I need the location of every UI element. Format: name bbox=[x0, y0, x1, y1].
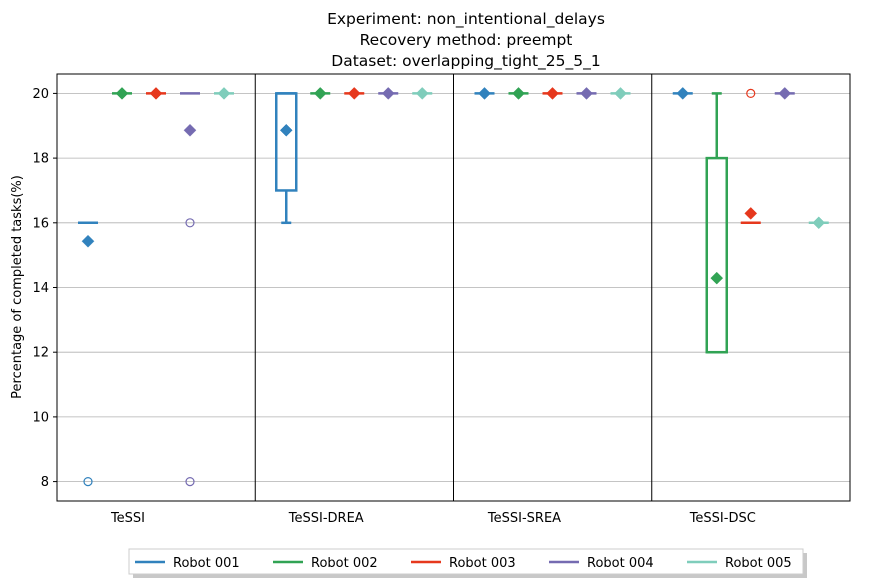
y-tick-label: 18 bbox=[32, 152, 49, 167]
y-tick-label: 20 bbox=[32, 87, 49, 102]
y-tick-label: 14 bbox=[32, 281, 49, 296]
chart-title: Experiment: non_intentional_delays Recov… bbox=[327, 10, 605, 71]
box-robot-005-tessi-dsc bbox=[808, 216, 829, 230]
y-tick-label: 12 bbox=[32, 346, 49, 361]
x-group-label: TeSSI bbox=[110, 511, 145, 526]
mean-marker bbox=[512, 87, 525, 100]
mean-marker bbox=[580, 87, 593, 100]
box-robot-001-tessi-dsc bbox=[672, 87, 693, 100]
mean-marker bbox=[81, 234, 95, 248]
box-robot-003-tessi-drea bbox=[344, 87, 365, 100]
mean-marker bbox=[778, 87, 792, 100]
y-axis-label: Percentage of completed tasks(%) bbox=[10, 175, 25, 399]
outlier-point bbox=[185, 476, 195, 487]
mean-marker bbox=[812, 216, 826, 230]
box-robot-001-tessi-srea bbox=[474, 87, 495, 100]
title-line-1: Experiment: non_intentional_delays bbox=[327, 10, 605, 29]
plot-marks bbox=[78, 87, 829, 487]
legend-label: Robot 004 bbox=[587, 556, 654, 571]
title-line-3: Dataset: overlapping_tight_25_5_1 bbox=[331, 52, 600, 71]
y-tick-label: 10 bbox=[32, 410, 49, 425]
y-tick-label: 16 bbox=[32, 216, 49, 231]
group-separators bbox=[254, 74, 653, 501]
mean-marker bbox=[415, 87, 429, 100]
mean-marker bbox=[381, 87, 395, 100]
outlier-point bbox=[746, 88, 756, 99]
outlier-point bbox=[185, 218, 195, 228]
box-robot-004-tessi-dsc bbox=[774, 87, 795, 100]
box-robot-004-tessi-drea bbox=[378, 87, 399, 100]
mean-marker bbox=[546, 87, 559, 100]
box-robot-002-tessi bbox=[112, 87, 132, 100]
mean-marker bbox=[115, 87, 129, 100]
box-robot-003-tessi-srea bbox=[542, 87, 563, 100]
box-robot-001-tessi-drea bbox=[275, 92, 298, 225]
box-robot-005-tessi-srea bbox=[610, 87, 631, 100]
legend-label: Robot 003 bbox=[449, 556, 516, 571]
title-line-2: Recovery method: preempt bbox=[360, 31, 573, 49]
y-axis-ticks: 8 10 12 14 16 18 20 bbox=[32, 87, 57, 490]
mean-marker bbox=[347, 87, 361, 100]
legend-label: Robot 005 bbox=[725, 556, 792, 571]
box-robot-004-tessi bbox=[180, 92, 200, 487]
x-group-label: TeSSI-SREA bbox=[487, 511, 561, 526]
mean-marker bbox=[183, 123, 197, 137]
mean-marker bbox=[744, 207, 758, 220]
x-group-labels: TeSSI TeSSI-DREA TeSSI-SREA TeSSI-DSC bbox=[110, 511, 756, 526]
box-robot-005-tessi bbox=[214, 87, 234, 100]
box-robot-005-tessi-drea bbox=[412, 87, 433, 100]
box-body bbox=[275, 92, 298, 192]
box-body bbox=[705, 156, 728, 354]
outlier-point bbox=[83, 476, 93, 487]
legend-label: Robot 002 bbox=[311, 556, 378, 571]
mean-marker bbox=[614, 87, 627, 100]
box-robot-002-tessi-dsc bbox=[705, 92, 728, 354]
x-group-label: TeSSI-DREA bbox=[288, 511, 364, 526]
box-robot-004-tessi-srea bbox=[576, 87, 597, 100]
mean-marker bbox=[478, 87, 491, 100]
legend-label: Robot 001 bbox=[173, 556, 240, 571]
mean-marker bbox=[217, 87, 231, 100]
mean-marker bbox=[710, 271, 724, 285]
box-robot-003-tessi-dsc bbox=[740, 88, 761, 225]
mean-marker bbox=[313, 87, 327, 100]
box-robot-002-tessi-srea bbox=[508, 87, 529, 100]
y-tick-label: 8 bbox=[41, 475, 49, 490]
mean-marker bbox=[676, 87, 690, 100]
box-robot-001-tessi bbox=[78, 221, 98, 487]
box-robot-002-tessi-drea bbox=[310, 87, 331, 100]
legend: Robot 001 Robot 002 Robot 003 Robot 004 Robo… bbox=[128, 548, 807, 578]
box-robot-003-tessi bbox=[146, 87, 166, 100]
x-group-label: TeSSI-DSC bbox=[689, 511, 756, 526]
mean-marker bbox=[149, 87, 163, 100]
mean-marker bbox=[279, 123, 293, 137]
